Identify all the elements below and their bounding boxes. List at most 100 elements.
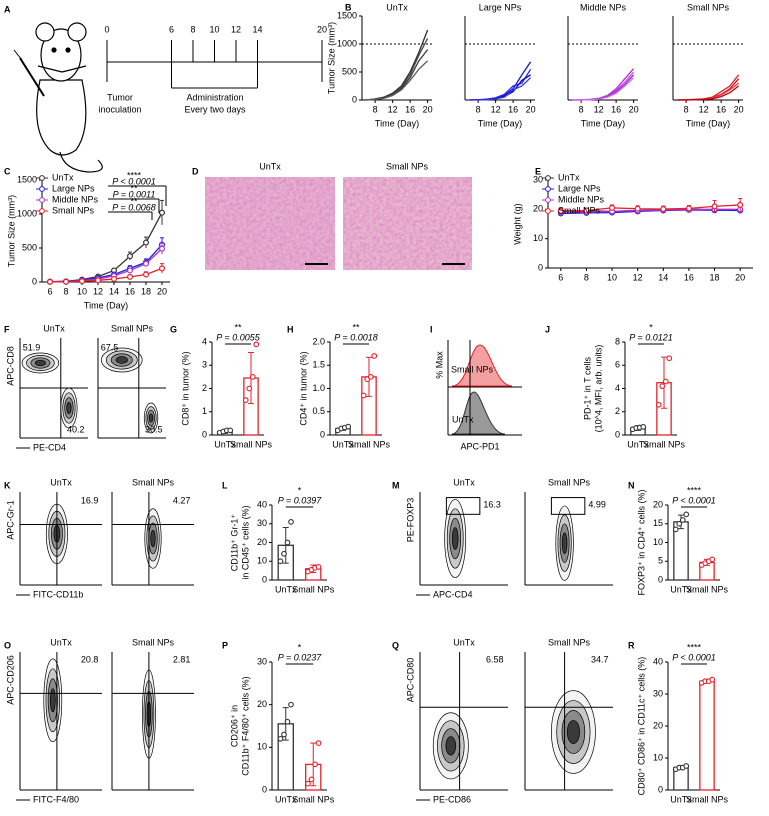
significance-stars: * — [298, 485, 302, 495]
x-tick-label: 12 — [93, 286, 103, 296]
annotation: Tumor — [107, 92, 133, 102]
panel-letter: B — [345, 2, 352, 12]
plot-title: Small NPs — [111, 323, 154, 333]
x-tick-label: Small NPs — [643, 439, 686, 449]
data-point — [159, 209, 166, 216]
data-point — [557, 208, 564, 215]
x-tick-label: 20 — [735, 272, 745, 282]
timeline-label: 0 — [104, 24, 109, 34]
y-tick-label: 0 — [615, 429, 620, 439]
data-point — [227, 427, 234, 434]
y-tick-label: 0 — [658, 574, 663, 584]
y-tick-label: 10 — [257, 556, 267, 566]
data-point — [159, 245, 166, 252]
y-tick-label: 1500 — [17, 174, 37, 184]
data-point — [711, 203, 718, 210]
x-axis-title: Time (Day) — [686, 118, 730, 128]
panel-letter: L — [222, 480, 228, 490]
x-tick-label: 12 — [699, 104, 709, 114]
y-tick-label: 0 — [320, 429, 325, 439]
y-tick-label: 20 — [653, 499, 663, 509]
x-tick-label: UnTx — [275, 794, 297, 804]
x-tick-label: 18 — [141, 286, 151, 296]
x-axis-title: APC-PD1 — [460, 441, 499, 451]
data-point — [126, 273, 133, 280]
gate-percentage: 40.2 — [67, 424, 85, 434]
x-axis-title: APC-CD4 — [433, 589, 473, 599]
density-contour — [150, 529, 156, 548]
y-tick-label: 500 — [342, 66, 357, 76]
data-point — [110, 275, 117, 282]
y-tick-label: 2 — [615, 406, 620, 416]
x-tick-label: 12 — [388, 104, 398, 114]
plot-title: Small NPs — [548, 637, 591, 647]
y-tick-label: 20 — [653, 720, 663, 730]
x-tick-label: Small NPs — [292, 584, 335, 594]
legend-label: UnTx — [52, 172, 74, 182]
y-axis-title: % Max — [434, 351, 444, 379]
data-point — [312, 761, 318, 768]
data-point — [288, 519, 294, 525]
gate-percentage: 34.7 — [591, 655, 609, 665]
series-label: Small NPs — [451, 364, 494, 374]
x-tick-label: 16 — [405, 104, 415, 114]
image-title: Small NPs — [386, 161, 429, 171]
data-point — [609, 204, 616, 211]
legend-marker — [39, 208, 45, 214]
gate-percentage: 30.5 — [145, 424, 163, 434]
x-tick-label: 12 — [491, 104, 501, 114]
y-tick-label: 20 — [257, 537, 267, 547]
gate-percentage: 2.81 — [173, 655, 191, 665]
data-point — [683, 511, 690, 518]
y-tick-label: 10 — [257, 742, 267, 752]
x-tick-label: 16 — [508, 104, 518, 114]
y-tick-label: 0 — [262, 784, 267, 794]
data-point — [685, 205, 692, 212]
x-tick-label: 20 — [526, 104, 536, 114]
histology-texture — [205, 177, 335, 270]
x-tick-label: Small NPs — [230, 439, 273, 449]
series-line — [572, 77, 635, 101]
gate-percentage: 4.27 — [173, 496, 191, 506]
y-tick-label: 15 — [653, 518, 663, 528]
timeline-label: 14 — [252, 24, 262, 34]
gate — [445, 497, 481, 515]
series-line — [469, 68, 532, 101]
y-axis-title: CD11b⁺ Gr-1⁺ — [229, 514, 239, 572]
density-contour — [451, 527, 459, 550]
data-point — [315, 564, 322, 570]
panel-letter: D — [192, 166, 199, 176]
legend-label: Large NPs — [52, 183, 95, 193]
series-label: UnTx — [452, 414, 474, 424]
panel-letter: M — [392, 480, 400, 490]
y-axis-title: CD11b⁺ F4/80⁺ cells (%) — [240, 676, 250, 775]
plot-title: UnTx — [50, 637, 72, 647]
density-contour — [148, 413, 154, 423]
y-tick-label: 10 — [533, 233, 543, 243]
y-tick-label: 30 — [533, 174, 543, 184]
y-tick-label: 0 — [352, 94, 357, 104]
significance-stars: **** — [127, 170, 142, 180]
series-line — [366, 60, 429, 101]
data-point — [672, 526, 679, 533]
legend-label: Large NPs — [558, 183, 601, 193]
panel-letter: O — [4, 640, 11, 650]
data-point — [159, 265, 166, 272]
x-tick-label: Small NPs — [348, 439, 391, 449]
data-point — [660, 206, 667, 213]
y-axis-title: in CD45⁺ cells (%) — [240, 505, 250, 579]
p-value: P = 0.0018 — [334, 332, 377, 342]
data-point — [662, 378, 669, 385]
plot-title: UnTx — [453, 637, 475, 647]
y-tick-label: 2 — [202, 383, 207, 393]
annotation: Administration — [186, 92, 243, 102]
timeline-label: 8 — [190, 24, 195, 34]
data-point — [249, 374, 256, 380]
y-axis-title: Tumor Size (mm³) — [326, 22, 336, 94]
y-axis-title: CD8⁺ in tumor (%) — [180, 351, 190, 425]
data-point — [277, 735, 284, 742]
data-point — [281, 731, 287, 738]
x-axis-title: Time (Day) — [581, 118, 625, 128]
histology-images — [205, 177, 472, 270]
x-tick-label: 16 — [125, 286, 135, 296]
